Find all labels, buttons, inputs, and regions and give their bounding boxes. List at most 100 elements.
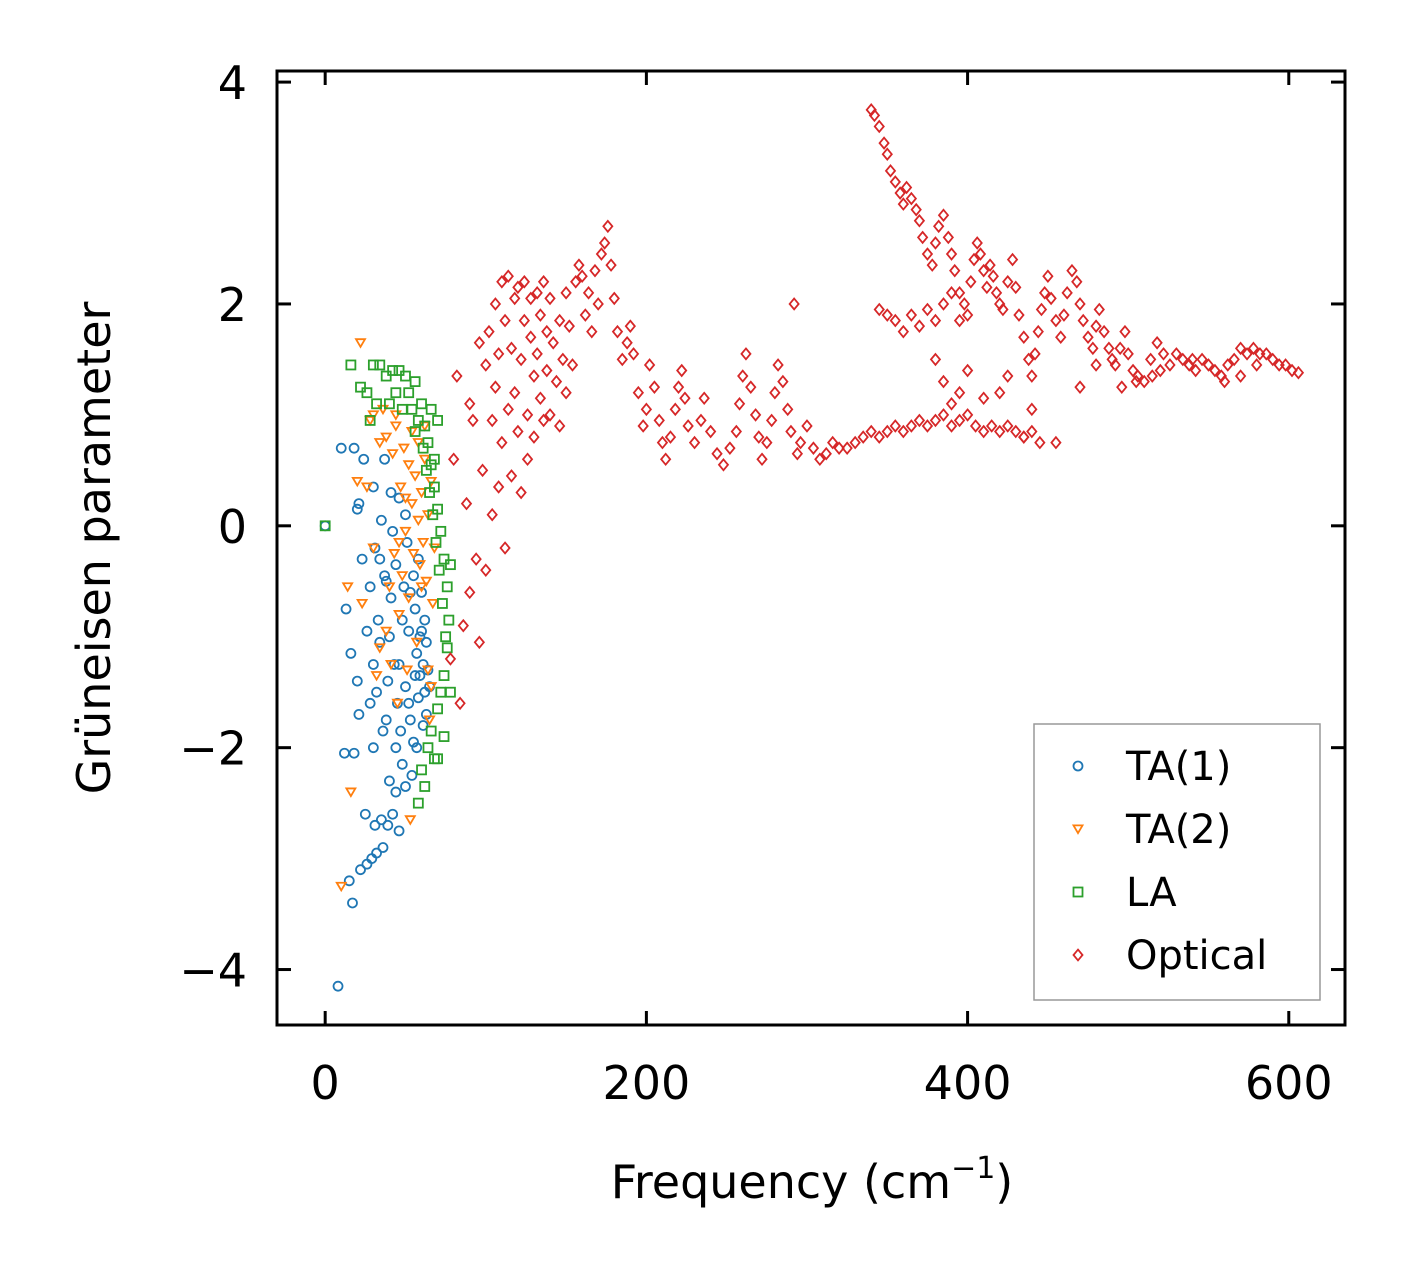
data-point xyxy=(1050,313,1062,328)
data-point xyxy=(563,319,575,333)
data-point xyxy=(412,515,425,527)
data-point xyxy=(430,537,442,548)
data-point xyxy=(1055,330,1067,345)
data-point xyxy=(994,424,1006,439)
data-point xyxy=(440,631,452,643)
y-tick-label: 0 xyxy=(218,500,247,554)
data-point xyxy=(1006,252,1019,267)
data-point xyxy=(447,452,460,467)
data-point xyxy=(1018,430,1030,444)
data-point xyxy=(384,775,395,787)
data-point xyxy=(376,404,390,416)
data-point xyxy=(749,408,762,422)
data-point xyxy=(473,635,486,650)
data-point xyxy=(380,370,392,382)
data-point xyxy=(464,585,476,600)
data-point xyxy=(385,487,397,498)
legend-label-la: LA xyxy=(1126,870,1177,916)
data-point xyxy=(961,408,974,422)
data-point xyxy=(391,698,404,710)
data-point xyxy=(579,308,592,322)
data-point xyxy=(1186,352,1199,367)
data-point xyxy=(1018,430,1030,444)
y-axis-title: Grüneisen parameter xyxy=(67,301,121,794)
data-point xyxy=(961,363,974,378)
y-axis-ticks: −4 −2 0 2 4 xyxy=(179,56,1345,998)
data-point xyxy=(745,380,757,394)
data-point xyxy=(643,358,656,372)
legend: TA(1) TA(2) LA Optical xyxy=(1033,723,1321,1001)
data-point xyxy=(437,598,448,609)
data-point xyxy=(396,758,408,770)
data-point xyxy=(390,742,402,754)
data-point xyxy=(608,291,620,306)
data-point xyxy=(881,424,893,439)
data-point xyxy=(544,291,556,306)
data-point xyxy=(942,230,954,245)
data-point xyxy=(547,335,559,350)
data-point xyxy=(1127,363,1139,378)
data-point xyxy=(1122,347,1134,361)
data-point xyxy=(356,553,368,565)
data-point xyxy=(984,258,996,272)
data-point xyxy=(364,697,376,709)
data-point xyxy=(389,421,402,432)
data-point xyxy=(319,520,331,532)
data-point xyxy=(405,427,418,438)
data-point xyxy=(492,347,505,361)
data-point xyxy=(814,452,826,467)
data-point xyxy=(415,488,428,499)
data-point xyxy=(873,119,885,134)
data-point xyxy=(1042,269,1054,284)
data-point xyxy=(637,419,649,433)
data-point xyxy=(921,302,934,317)
data-point xyxy=(403,697,415,709)
data-point xyxy=(445,559,456,571)
data-point xyxy=(499,541,511,555)
data-point xyxy=(379,453,391,465)
data-point xyxy=(573,258,585,272)
data-point xyxy=(537,413,550,428)
data-point xyxy=(460,496,473,511)
data-point xyxy=(411,742,423,754)
data-point xyxy=(1241,347,1253,361)
data-point xyxy=(937,408,950,422)
data-point xyxy=(371,686,382,698)
data-point xyxy=(1002,369,1014,383)
data-point xyxy=(354,338,367,349)
data-point xyxy=(397,443,410,454)
data-point xyxy=(785,424,797,439)
data-point xyxy=(409,471,422,482)
data-point xyxy=(868,108,881,123)
data-point xyxy=(990,286,1003,300)
x-axis-title-exponent: −1 xyxy=(951,1151,995,1186)
data-point xyxy=(370,671,383,682)
data-point xyxy=(521,408,534,422)
data-point xyxy=(393,659,405,670)
data-point xyxy=(361,387,373,399)
data-point xyxy=(1090,358,1102,372)
data-point xyxy=(929,313,942,328)
data-point xyxy=(550,374,563,389)
data-point xyxy=(1116,380,1128,394)
data-point xyxy=(464,396,476,411)
data-point xyxy=(422,742,434,754)
x-tick-label: 600 xyxy=(1245,1056,1333,1110)
data-point xyxy=(724,441,736,455)
data-point xyxy=(392,610,406,621)
data-point xyxy=(404,815,417,826)
data-point xyxy=(621,335,633,350)
data-point xyxy=(1098,324,1110,339)
data-point xyxy=(412,797,424,809)
data-point xyxy=(1018,330,1030,345)
data-point xyxy=(364,581,376,593)
data-point xyxy=(399,526,412,538)
data-point xyxy=(409,426,421,437)
data-point xyxy=(977,424,990,439)
data-point xyxy=(396,614,408,626)
data-point xyxy=(432,703,444,715)
data-point xyxy=(971,236,983,250)
data-point xyxy=(486,507,498,522)
data-point xyxy=(432,503,444,515)
